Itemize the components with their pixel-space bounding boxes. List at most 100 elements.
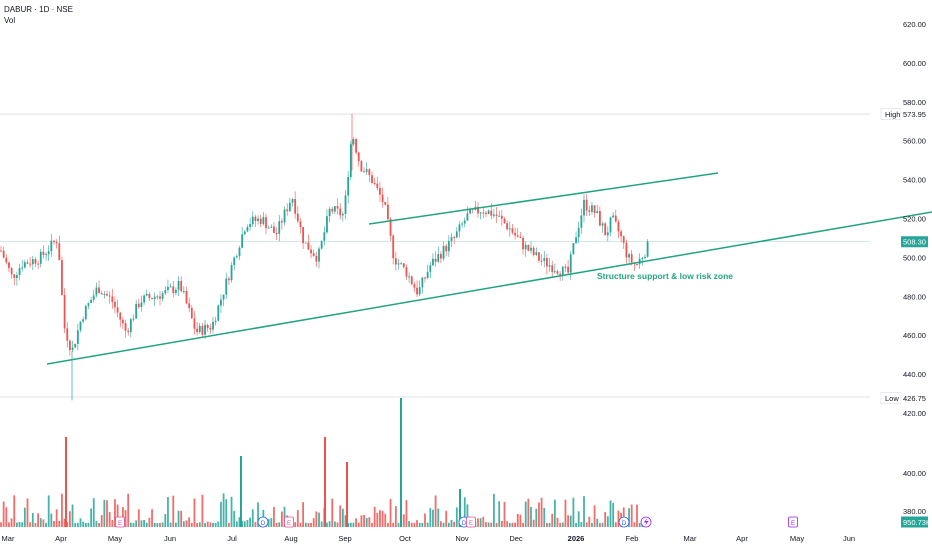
earnings-marker[interactable] [115, 516, 125, 528]
volume-bar [283, 506, 286, 527]
time-tick-label: Apr [736, 534, 748, 543]
event-marker-letter: D [261, 521, 266, 527]
candle [344, 195, 347, 214]
support-trendline[interactable] [46, 211, 932, 365]
lightning-icon [644, 518, 649, 526]
volume-bar [434, 495, 437, 527]
candle [371, 175, 373, 184]
time-axis[interactable]: Mar Apr May Jun Jul Aug Sep Oct Nov Dec 2026 Feb Mar… [2, 534, 856, 543]
volume-bar [55, 509, 58, 527]
volume-bar [61, 493, 63, 527]
candle [408, 276, 410, 278]
dividend-marker[interactable] [618, 516, 630, 528]
earnings-marker[interactable] [284, 516, 294, 528]
candle [39, 251, 42, 264]
candle [432, 258, 434, 266]
candle [47, 251, 50, 255]
volume-indicator-label[interactable]: Vol [4, 16, 16, 25]
candle [580, 215, 583, 228]
candle [151, 297, 153, 299]
candle [612, 215, 615, 218]
volume-bar [159, 522, 161, 527]
volume-bar [437, 508, 440, 527]
candle [553, 271, 556, 273]
volume-bar [368, 517, 371, 527]
volume-bar [135, 520, 138, 527]
volume-bar [132, 522, 135, 527]
resistance-trendline[interactable] [368, 172, 719, 225]
volume-bar [365, 518, 368, 527]
volume-bar [567, 515, 569, 527]
candle [461, 223, 463, 225]
volume-bar [92, 498, 95, 527]
candle [82, 319, 85, 322]
volume-bar [220, 501, 222, 527]
volume-bar [13, 495, 16, 527]
volume-bar [23, 507, 26, 527]
volume-bar [47, 495, 50, 527]
candle [50, 240, 53, 252]
volume-bar [450, 519, 453, 527]
volume-bar [440, 521, 442, 527]
volume-bar [241, 521, 244, 527]
volume-bar [596, 518, 599, 527]
candle [124, 323, 127, 331]
volume-bar [559, 522, 562, 527]
candle [288, 202, 291, 212]
volume-bar [307, 522, 310, 527]
candle [556, 271, 559, 274]
candle [251, 216, 254, 225]
candle [201, 325, 204, 335]
volume-bar [360, 515, 363, 527]
candle [265, 217, 267, 229]
candle [278, 221, 281, 234]
volume-bar [630, 504, 633, 527]
price-tick-label: 560.00 [903, 137, 926, 146]
candle [228, 278, 230, 281]
volume-tag-value: 950.73K [903, 518, 931, 527]
volume-spike [346, 462, 348, 527]
earnings-marker[interactable] [466, 516, 476, 528]
candle [294, 199, 297, 214]
candle [13, 274, 16, 279]
volume-bar [349, 522, 352, 527]
trendlines[interactable] [46, 172, 932, 365]
volume-bar [225, 499, 228, 527]
volume-bar [487, 522, 490, 527]
volume-bar [373, 506, 376, 527]
volume-bar [508, 522, 511, 527]
candle [116, 307, 119, 313]
candle [5, 257, 8, 263]
candle [119, 312, 122, 320]
volume-bar [177, 510, 180, 527]
candle [241, 234, 244, 248]
volume-spike [240, 456, 242, 527]
candle [368, 169, 371, 176]
candle [538, 252, 540, 261]
symbol-title[interactable]: DABUR · 1D · NSE [4, 5, 73, 14]
price-axis[interactable]: 620.00 600.00 580.00 560.00 540.00 520.00 500.… [903, 20, 926, 516]
volume-bar [257, 502, 259, 527]
volume-bar [548, 522, 551, 527]
volume-bar [76, 522, 79, 527]
earnings-marker[interactable] [788, 516, 798, 528]
candle [246, 227, 249, 232]
candle [524, 244, 527, 250]
annotation-text: Structure support & low risk zone [597, 271, 733, 281]
candle [500, 215, 503, 219]
dividend-marker[interactable] [257, 516, 269, 528]
candle [445, 245, 448, 252]
volume-bar [129, 522, 132, 527]
candle [455, 231, 458, 238]
candle [259, 218, 262, 224]
event-marker-letter: E [469, 521, 473, 527]
volume-bar [100, 515, 103, 527]
volume-bar [511, 522, 514, 527]
candle [42, 251, 45, 255]
candle [495, 214, 498, 216]
candle [493, 214, 495, 216]
price-tick-label: 580.00 [903, 98, 926, 107]
volume-bar [217, 521, 220, 527]
